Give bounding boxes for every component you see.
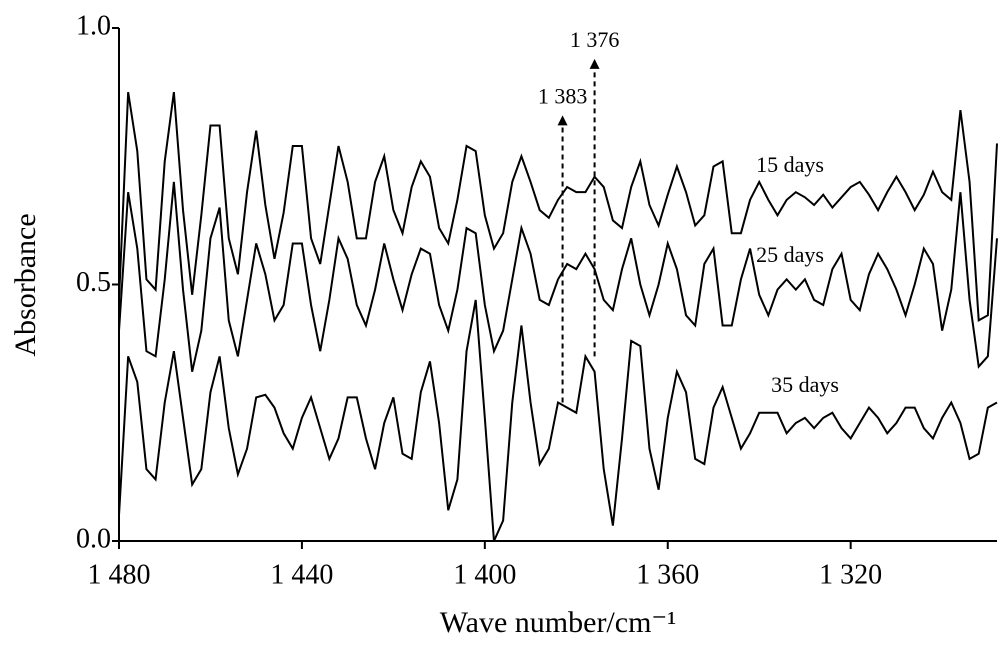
series-label: 15 days [756,152,824,177]
x-tick-label: 1 360 [636,559,699,590]
annotation-label: 1 383 [538,83,588,108]
x-tick-label: 1 320 [819,559,882,590]
y-tick-label: 0.0 [76,523,111,554]
series-line [118,91,998,323]
y-axis-title: Absorbance [9,213,42,356]
series-line [118,181,998,372]
x-tick-label: 1 440 [270,559,333,590]
y-tick-label: 0.5 [76,267,111,298]
series-line [118,299,998,542]
annotation-label: 1 376 [570,27,620,52]
x-tick-label: 1 480 [88,559,151,590]
series-label: 25 days [756,242,824,267]
x-tick-label: 1 400 [453,559,516,590]
x-axis-title: Wave number/cm⁻¹ [440,606,677,639]
series-label: 35 days [771,372,839,397]
y-tick-label: 1.0 [76,10,111,41]
